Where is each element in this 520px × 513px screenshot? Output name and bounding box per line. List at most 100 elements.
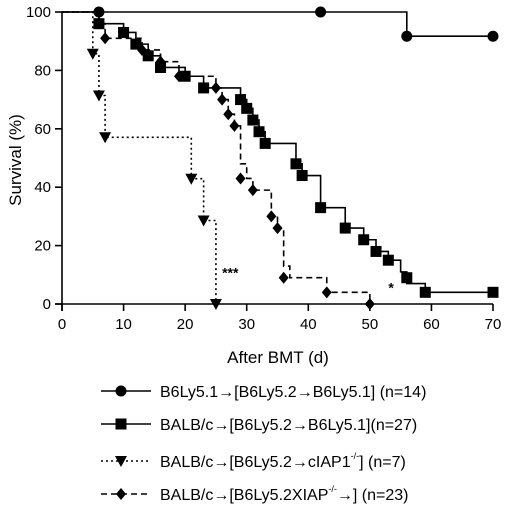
legend-text-part: [B6Ly5.2XIAP — [229, 487, 328, 504]
legend-item-3: BALB/c→[B6Ly5.2→cIAP1-/-] (n=7) — [101, 451, 406, 471]
series-point — [241, 102, 253, 114]
series-point — [278, 271, 289, 284]
series-point — [290, 158, 302, 170]
series-point — [382, 254, 394, 266]
legend-text-part: → — [213, 417, 229, 434]
y-tick-label: 100 — [26, 4, 51, 21]
legend-item-1: B6Ly5.1→[B6Ly5.2→B6Ly5.1] (n=14) — [101, 384, 426, 401]
legend-text-part: BALB/c — [160, 417, 213, 434]
y-axis-label: Survival (%) — [6, 114, 25, 206]
legend-item-2: BALB/c→[B6Ly5.2→B6Ly5.1](n=27) — [101, 417, 417, 434]
legend-text-part: → — [292, 454, 308, 471]
series-point — [179, 70, 191, 82]
legend-text-part: cIAP1 — [308, 454, 351, 471]
y-tick-label: 0 — [43, 296, 51, 313]
legend-text-part: B6Ly5.1] (n=14) — [313, 384, 427, 401]
series-point — [487, 30, 499, 42]
series-point — [370, 245, 382, 257]
legend-item-4: BALB/c→[B6Ly5.2XIAP-/-→] (n=23) — [101, 484, 408, 504]
legend-marker — [116, 488, 126, 500]
series-point — [155, 55, 166, 68]
series-point — [253, 126, 265, 138]
x-tick-label: 60 — [423, 316, 440, 333]
series-point — [99, 132, 112, 144]
legend-label: BALB/c→[B6Ly5.2→B6Ly5.1](n=27) — [160, 417, 417, 434]
series-point — [259, 137, 271, 149]
legend-label: B6Ly5.1→[B6Ly5.2→B6Ly5.1] (n=14) — [160, 384, 426, 401]
series-3 — [62, 11, 222, 310]
series-point — [86, 48, 99, 60]
series-point — [223, 108, 234, 121]
series-point — [137, 43, 148, 56]
series-point — [401, 272, 413, 284]
y-tick-label: 60 — [34, 121, 51, 138]
series-point — [266, 210, 277, 223]
series-1 — [62, 6, 499, 42]
series-point — [185, 173, 198, 185]
series-point — [247, 184, 258, 197]
legend-text-part: → — [297, 384, 313, 401]
series-point — [118, 26, 130, 38]
series-point — [358, 234, 370, 246]
series-point — [173, 70, 184, 83]
series-point — [321, 286, 332, 299]
legend-text-part: BALB/c — [160, 454, 213, 471]
series-point — [296, 170, 308, 182]
x-tick-label: 10 — [115, 316, 132, 333]
series-line — [62, 11, 217, 304]
legend-text-part: ] (n=7) — [359, 454, 406, 471]
series-point — [100, 32, 111, 45]
series-point — [235, 172, 246, 185]
legend-text-part: -/- — [328, 484, 337, 494]
legend-text-part: → — [292, 417, 308, 434]
series-point — [487, 286, 499, 298]
legend-text-part: [B6Ly5.2 — [234, 384, 297, 401]
series-point — [130, 38, 142, 50]
series-point — [315, 202, 327, 214]
series-point — [229, 119, 240, 132]
legend-label: BALB/c→[B6Ly5.2XIAP-/-→] (n=23) — [160, 484, 408, 504]
series-point — [217, 93, 228, 106]
legend-marker — [115, 385, 127, 397]
x-axis-label: After BMT (d) — [227, 348, 329, 367]
series-4 — [62, 11, 375, 310]
legend-text-part: -/- — [351, 451, 360, 461]
x-tick-label: 70 — [485, 316, 502, 333]
x-tick-label: 30 — [238, 316, 255, 333]
legend-text-part: B6Ly5.1](n=27) — [308, 417, 417, 434]
significance-annotation: *** — [222, 265, 239, 281]
legend-text-part: → — [213, 454, 229, 471]
legend-text-part: BALB/c — [160, 487, 213, 504]
series-point — [235, 94, 247, 106]
series-line — [62, 11, 371, 304]
series-point — [198, 82, 210, 94]
series-line — [62, 11, 493, 294]
series-point — [210, 81, 221, 94]
x-tick-label: 20 — [177, 316, 194, 333]
x-tick-label: 50 — [362, 316, 379, 333]
series-point — [142, 50, 154, 62]
series-point — [364, 298, 375, 310]
series-point — [92, 90, 105, 102]
x-tick-label: 0 — [58, 316, 66, 333]
legend-text-part: [B6Ly5.2 — [229, 417, 292, 434]
series-2 — [62, 11, 499, 298]
series-point — [339, 222, 351, 234]
legend-text-part: B6Ly5.1 — [160, 384, 218, 401]
legend-text-part: → — [337, 487, 353, 504]
significance-annotation: * — [388, 279, 394, 295]
series-point — [247, 114, 259, 126]
series-point — [401, 30, 413, 42]
legend-label: BALB/c→[B6Ly5.2→cIAP1-/-] (n=7) — [160, 451, 406, 471]
legend-marker — [115, 456, 127, 467]
series-point — [272, 222, 283, 235]
legend-text-part: ] (n=23) — [353, 487, 409, 504]
legend-text-part: [B6Ly5.2 — [229, 454, 292, 471]
series-point — [315, 6, 327, 18]
series-point — [419, 286, 431, 298]
series-line — [62, 11, 493, 38]
legend-marker — [115, 418, 127, 430]
y-tick-label: 80 — [34, 62, 51, 79]
x-tick-label: 40 — [300, 316, 317, 333]
